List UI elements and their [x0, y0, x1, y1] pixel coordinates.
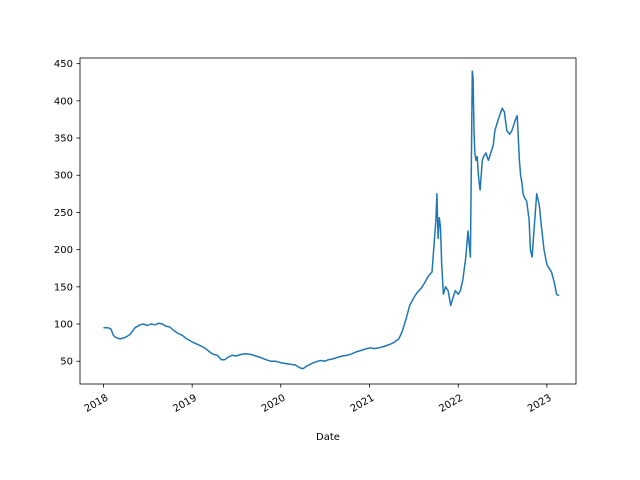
y-axis-ticks: 50 100 150 200 250 300 350 400 450	[54, 59, 80, 368]
y-tick-label: 450	[54, 59, 73, 70]
y-tick-label: 50	[60, 357, 73, 368]
y-tick-label: 150	[54, 282, 73, 293]
y-tick-label: 250	[54, 208, 73, 219]
y-tick-label: 300	[54, 171, 73, 182]
y-tick-label: 200	[54, 245, 73, 256]
series-line	[103, 70, 560, 370]
y-tick-label: 100	[54, 320, 73, 331]
x-axis-title: Date	[316, 432, 340, 443]
y-tick-label: 400	[54, 96, 73, 107]
axes-frame	[79, 57, 577, 385]
plot-area	[103, 70, 560, 370]
y-tick-label: 350	[54, 134, 73, 145]
